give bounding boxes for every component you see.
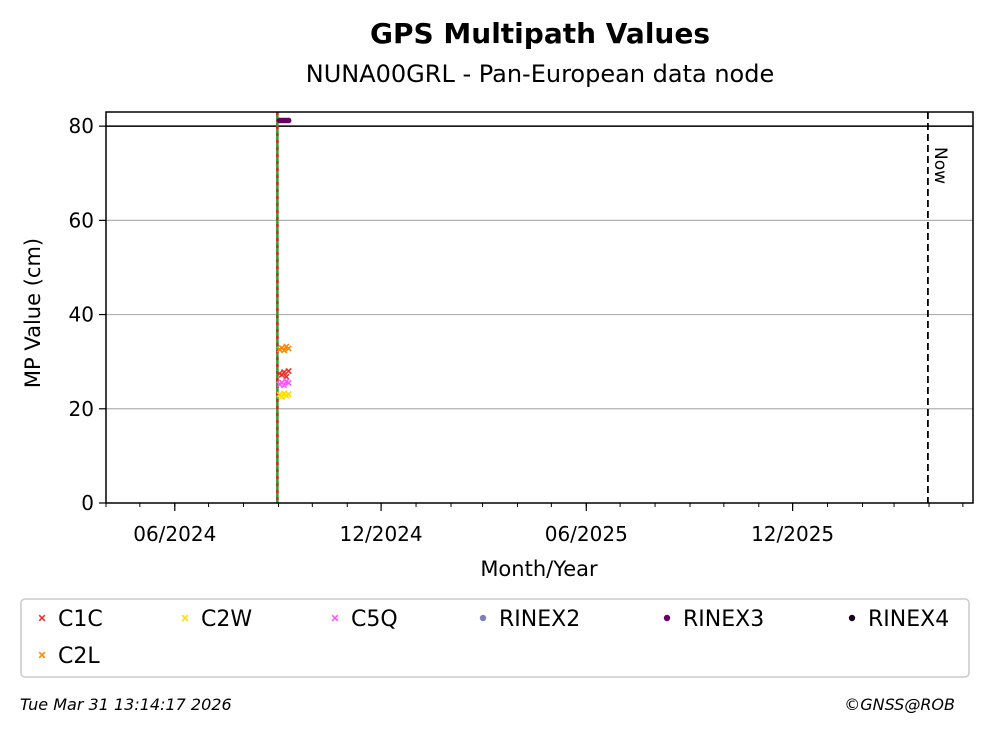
legend-box xyxy=(20,598,970,678)
data-point-c1c xyxy=(283,373,290,380)
marker-stroke xyxy=(285,391,292,398)
legend-label-c5q: C5Q xyxy=(351,607,398,632)
legend-label-c2l: C2L xyxy=(58,644,100,669)
chart-subtitle: NUNA00GRL - Pan-European data node xyxy=(306,60,775,88)
y-tick-label: 0 xyxy=(81,491,94,515)
legend-marker-c2w xyxy=(181,614,189,622)
grid-layer xyxy=(106,125,973,410)
marker-stroke xyxy=(280,368,288,376)
marker-stroke xyxy=(280,347,288,354)
y-tick-label: 60 xyxy=(69,208,94,232)
data-point-c2w xyxy=(285,391,292,398)
y-axis-label: MP Value (cm) xyxy=(21,238,45,388)
marker-stroke xyxy=(283,373,290,380)
marker-stroke xyxy=(38,651,46,659)
legend-marker-rinex3 xyxy=(663,614,671,622)
data-point-c2w xyxy=(278,393,286,401)
x-tick-label: 12/2024 xyxy=(340,522,423,546)
legend-marker-rinex4 xyxy=(848,614,856,622)
now-label: Now xyxy=(930,147,950,184)
data-point-c1c xyxy=(280,368,288,376)
marker-stroke xyxy=(285,345,292,352)
legend-label-rinex4: RINEX4 xyxy=(868,607,949,632)
marker-stroke xyxy=(280,382,288,389)
legend: C1C C2W C5Q RINEX2 RINEX3 RINEX4 C2L xyxy=(20,598,970,678)
legend-marker-c5q xyxy=(331,614,339,622)
plot-frame xyxy=(105,111,974,504)
y-tick-label: 40 xyxy=(69,303,94,327)
marks-layer: Now xyxy=(106,112,973,503)
footer-copyright: ©GNSS@ROB xyxy=(844,695,955,714)
data-point-c2l xyxy=(285,345,292,352)
legend-label-c1c: C1C xyxy=(58,607,103,632)
marker-stroke xyxy=(285,367,292,375)
marker-stroke xyxy=(38,614,46,622)
marker-stroke xyxy=(278,393,286,401)
marker-stroke xyxy=(285,379,292,387)
y-tick-label: 20 xyxy=(69,397,94,421)
legend-marker-rinex2 xyxy=(479,614,487,622)
footer-timestamp: Tue Mar 31 13:14:17 2026 xyxy=(20,695,232,714)
marker-stroke xyxy=(331,614,339,622)
x-axis-label: Month/Year xyxy=(480,557,598,581)
marker-stroke xyxy=(181,614,189,622)
legend-marker-c1c xyxy=(38,614,46,622)
data-point-c1c xyxy=(285,367,292,375)
x-tick-label: 06/2025 xyxy=(545,522,628,546)
data-point-rinex3 xyxy=(285,117,292,124)
legend-label-rinex3: RINEX3 xyxy=(683,607,764,632)
axes-layer: 0 20 40 60 80 06/2024 12/2024 06/2025 12/2025 xyxy=(69,111,974,546)
y-tick-label: 80 xyxy=(69,114,94,138)
legend-label-rinex2: RINEX2 xyxy=(499,607,580,632)
data-point-c5q xyxy=(285,379,292,387)
x-tick-label: 06/2024 xyxy=(133,522,216,546)
data-point-c5q xyxy=(280,382,288,389)
legend-marker-c2l xyxy=(38,651,46,659)
x-tick-label: 12/2025 xyxy=(751,522,834,546)
data-point-c2l xyxy=(280,347,288,354)
chart-title: GPS Multipath Values xyxy=(370,17,710,50)
legend-label-c2w: C2W xyxy=(201,607,252,632)
